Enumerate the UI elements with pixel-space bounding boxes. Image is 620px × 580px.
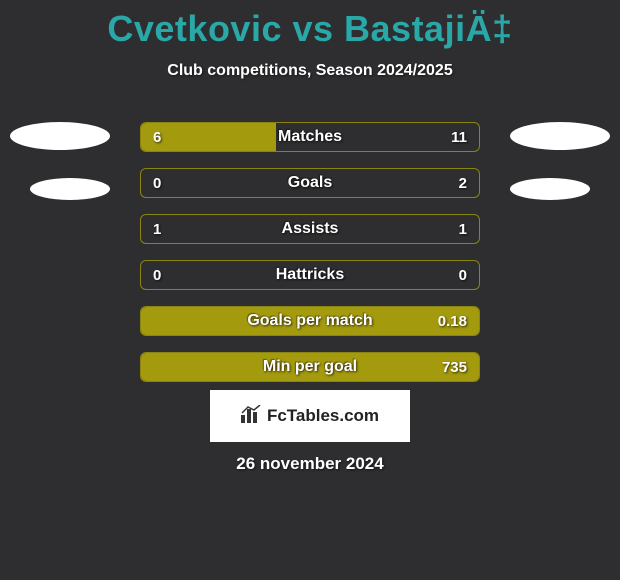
bar-fill-left <box>141 307 479 335</box>
bar-row: Assists1 1 <box>140 214 480 244</box>
footer-date: 26 november 2024 <box>0 454 620 474</box>
bar-row: Min per goal735 <box>140 352 480 382</box>
chart-icon <box>241 405 261 428</box>
bar-fill-left <box>141 353 479 381</box>
bar-row: Goals0 2 <box>140 168 480 198</box>
bar-value-left: 0 <box>153 169 161 197</box>
site-logo-text: FcTables.com <box>267 406 379 426</box>
team-badge-right-2 <box>510 178 590 200</box>
site-logo[interactable]: FcTables.com <box>210 390 410 442</box>
bar-row: Goals per match0.18 <box>140 306 480 336</box>
page-title: Cvetkovic vs BastajiÄ‡ <box>0 0 620 50</box>
bar-row: Matches611 <box>140 122 480 152</box>
bar-value-right: 11 <box>451 123 467 151</box>
team-badge-left-1 <box>10 122 110 150</box>
bar-value-left: 0 <box>153 261 161 289</box>
bar-value-right: 1 <box>459 215 467 243</box>
bar-label: Goals <box>141 169 479 197</box>
bar-value-left: 1 <box>153 215 161 243</box>
team-badge-left-2 <box>30 178 110 200</box>
page-subtitle: Club competitions, Season 2024/2025 <box>0 62 620 80</box>
bar-row: Hattricks0 0 <box>140 260 480 290</box>
bar-value-right: 2 <box>459 169 467 197</box>
bar-label: Hattricks <box>141 261 479 289</box>
team-badge-right-1 <box>510 122 610 150</box>
bar-fill-left <box>141 123 276 151</box>
comparison-bars: Matches611Goals02Assists11Hattricks00Goa… <box>140 122 480 398</box>
bar-value-right: 0 <box>459 261 467 289</box>
bar-label: Assists <box>141 215 479 243</box>
